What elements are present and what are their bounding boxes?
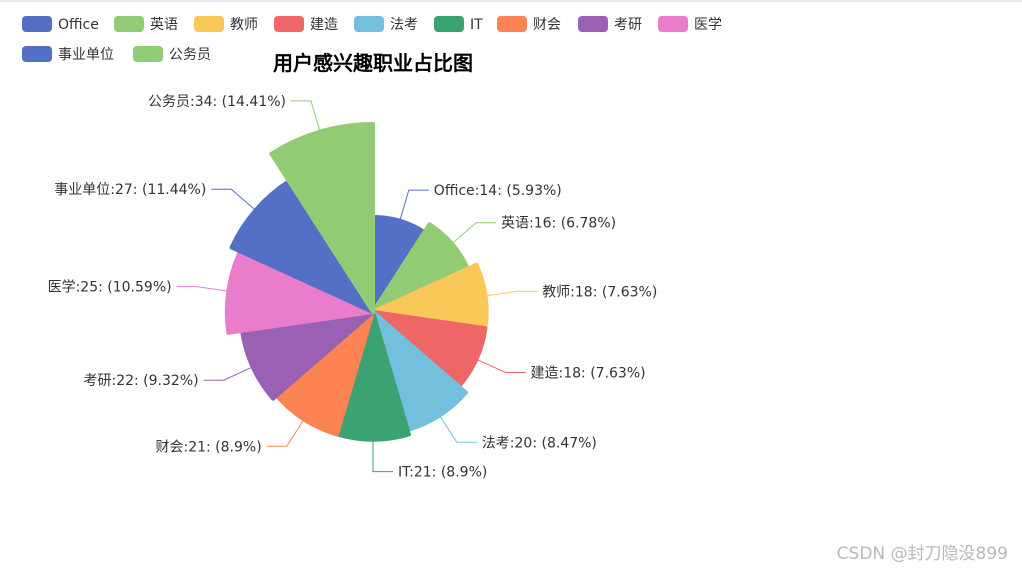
legend-swatch (434, 16, 464, 32)
label-line (450, 222, 496, 246)
legend-item[interactable]: 英语 (114, 16, 178, 33)
label-line (474, 357, 526, 373)
legend-label: 公务员 (169, 47, 211, 63)
watermark: CSDN @封刀隐没899 (836, 544, 1008, 564)
legend-item[interactable]: IT (434, 16, 483, 33)
data-labels: Office:14: (5.93%) 英语:16: (6.78%) 教师:18: (… (48, 94, 658, 481)
legend-swatch (133, 46, 163, 62)
label-line (291, 100, 322, 134)
data-label: 医学:25: (10.59%) (48, 280, 172, 296)
data-label: IT:21: (8.9%) (398, 465, 487, 481)
label-line (483, 290, 538, 297)
legend-label: 事业单位 (58, 47, 114, 63)
legend-label: 考研 (614, 17, 642, 33)
legend-label: Office (58, 17, 99, 33)
legend-label: 教师 (230, 17, 258, 33)
legend-swatch (658, 16, 688, 32)
legend-swatch (274, 16, 304, 32)
legend-label: 建造 (310, 17, 338, 33)
data-label: Office:14: (5.93%) (434, 183, 562, 199)
data-label: 公务员:34: (14.41%) (148, 94, 286, 110)
legend-item[interactable]: 法考 (354, 16, 418, 33)
label-line (176, 286, 231, 292)
legend-item[interactable]: 教师 (194, 16, 258, 33)
data-label: 事业单位:27: (11.44%) (54, 182, 206, 198)
label-line (372, 437, 393, 473)
legend-swatch (578, 16, 608, 32)
legend-label: 财会 (533, 17, 561, 33)
chart-title: 用户感兴趣职业占比图 (273, 51, 473, 75)
sectors (224, 122, 489, 442)
data-label: 英语:16: (6.78%) (501, 215, 616, 232)
legend-label: 法考 (390, 17, 418, 33)
data-label: 建造:18: (7.63%) (531, 366, 646, 382)
legend-item[interactable]: 财会 (497, 16, 561, 33)
legend-item[interactable]: Office (22, 16, 99, 33)
legend-item[interactable]: 事业单位 (22, 46, 114, 63)
label-line (211, 188, 258, 212)
data-label: 考研:22: (9.32%) (83, 373, 198, 389)
label-lines (176, 100, 538, 473)
legend-swatch (22, 46, 52, 62)
legend-item[interactable]: 公务员 (133, 46, 211, 63)
label-line (398, 189, 429, 223)
legend-swatch (22, 16, 52, 32)
data-label: 教师:18: (7.63%) (542, 284, 657, 300)
label-line (203, 365, 255, 381)
legend-label: 医学 (694, 17, 722, 33)
legend-swatch (194, 16, 224, 32)
legend-swatch (497, 16, 527, 32)
legend-swatch (354, 16, 384, 32)
top-border (0, 0, 1022, 2)
legend-item[interactable]: 医学 (658, 16, 722, 33)
legend-item[interactable]: 建造 (274, 16, 338, 33)
legend-swatch (114, 16, 144, 32)
legend-item[interactable]: 考研 (578, 16, 642, 33)
data-label: 法考:20: (8.47%) (482, 435, 597, 451)
legend-label: IT (470, 17, 483, 33)
label-line (266, 417, 306, 447)
label-line (437, 413, 477, 443)
data-label: 财会:21: (8.9%) (155, 439, 261, 455)
legend-label: 英语 (150, 16, 178, 33)
